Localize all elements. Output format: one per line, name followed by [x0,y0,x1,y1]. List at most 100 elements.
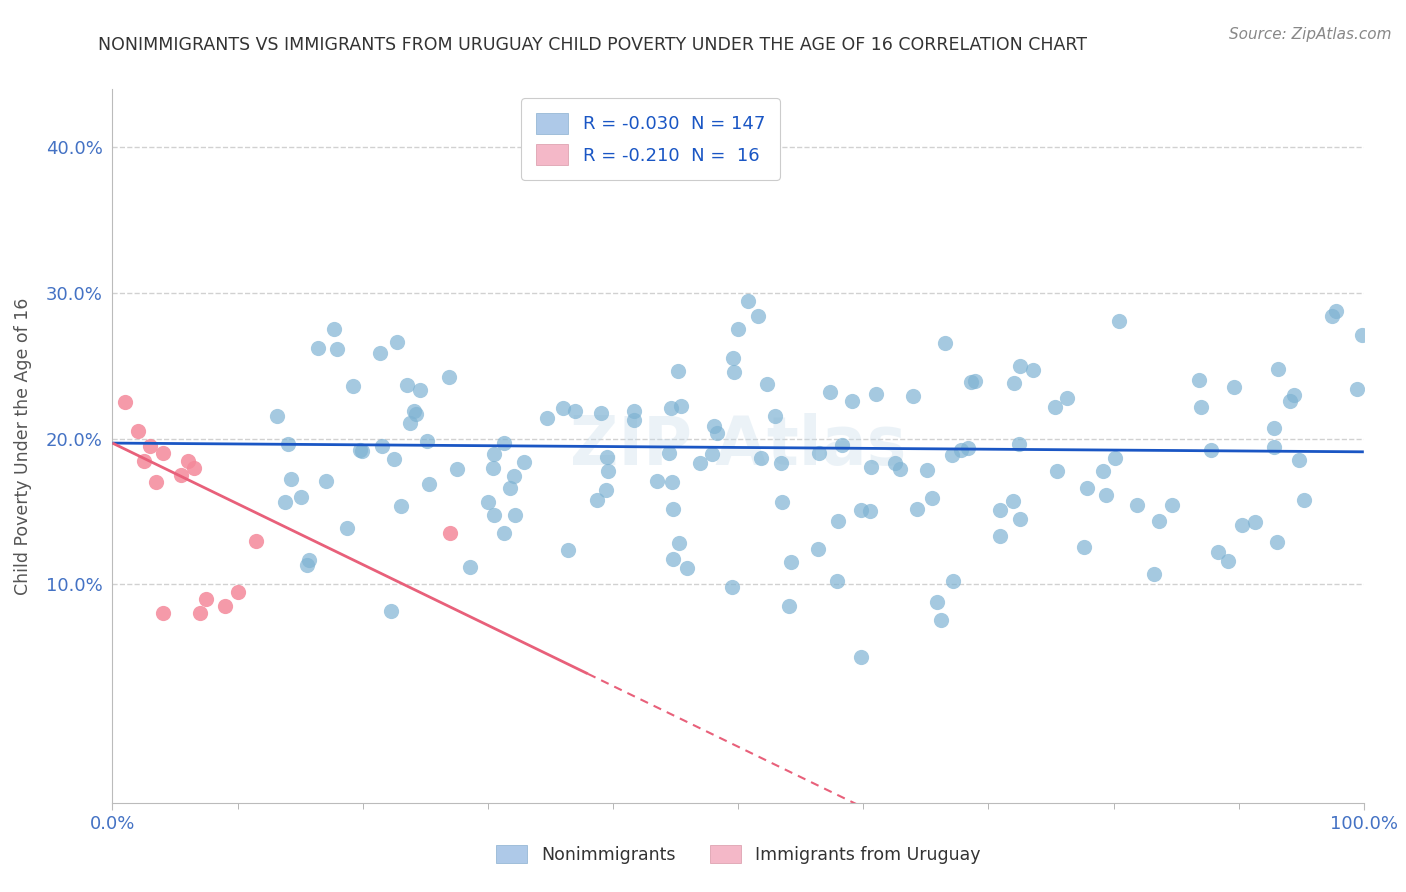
Point [689,456,711,470]
Point [1045,464,1067,478]
Point [315,474,337,488]
Point [503,469,526,483]
Point [865,387,887,401]
Point [1143,567,1166,582]
Point [988,503,1011,517]
Point [408,383,430,397]
Point [668,536,690,550]
Point [883,456,905,470]
Point [1322,309,1344,323]
Point [385,334,408,349]
Text: NONIMMIGRANTS VS IMMIGRANTS FROM URUGUAY CHILD POVERTY UNDER THE AGE OF 16 CORRE: NONIMMIGRANTS VS IMMIGRANTS FROM URUGUAY… [98,36,1087,54]
Point [770,456,793,470]
Point [807,446,830,460]
Point [183,460,205,475]
Point [307,341,329,355]
Point [564,403,586,417]
Point [536,411,558,425]
Point [1201,442,1223,457]
Point [290,490,312,504]
Point [389,499,412,513]
Point [170,468,193,483]
Point [661,552,683,566]
Point [127,425,149,439]
Point [723,365,745,379]
Point [1147,515,1170,529]
Point [669,399,692,413]
Point [1206,545,1229,559]
Point [825,574,848,588]
Point [336,521,359,535]
Point [399,416,422,430]
Point [703,419,725,434]
Point [350,444,373,458]
Point [266,409,288,423]
Point [188,607,211,621]
Point [482,447,505,461]
Point [214,599,236,614]
Point [666,364,689,378]
Point [1094,488,1116,502]
Point [1351,327,1374,342]
Point [342,378,364,392]
Point [446,462,468,476]
Point [849,503,872,517]
Point [661,475,683,489]
Point [349,443,371,458]
Point [963,374,986,388]
Text: ZIP Atlas: ZIP Atlas [569,413,907,479]
Point [1263,420,1285,434]
Point [1288,453,1310,467]
Point [851,650,873,665]
Point [700,447,723,461]
Point [1267,361,1289,376]
Point [662,502,685,516]
Point [818,385,841,400]
Point [941,448,963,462]
Point [595,483,617,497]
Point [326,342,349,356]
Point [831,437,853,451]
Point [132,453,155,467]
Point [295,558,318,573]
Point [416,434,439,448]
Point [176,453,198,467]
Point [749,451,772,466]
Point [1284,388,1306,402]
Point [929,613,952,627]
Point [152,446,174,460]
Point [658,445,681,459]
Y-axis label: Child Poverty Under the Age of 16: Child Poverty Under the Age of 16 [14,297,32,595]
Point [721,580,744,594]
Point [841,394,863,409]
Point [274,495,297,509]
Point [1002,494,1025,508]
Point [139,439,162,453]
Point [770,494,793,508]
Point [1265,534,1288,549]
Point [585,493,607,508]
Point [1243,515,1265,529]
Point [405,407,427,421]
Point [1161,498,1184,512]
Point [145,475,167,490]
Point [737,294,759,309]
Point [418,477,440,491]
Point [1021,363,1043,377]
Point [925,595,948,609]
Point [907,501,929,516]
Point [921,491,943,505]
Point [402,404,425,418]
Point [1126,498,1149,512]
Point [1010,359,1032,374]
Point [512,455,534,469]
Point [382,452,405,467]
Point [860,459,883,474]
Point [557,542,579,557]
Point [1056,391,1078,405]
Point [498,481,520,495]
Point [323,322,346,336]
Point [1108,314,1130,328]
Point [934,335,956,350]
Point [589,406,612,420]
